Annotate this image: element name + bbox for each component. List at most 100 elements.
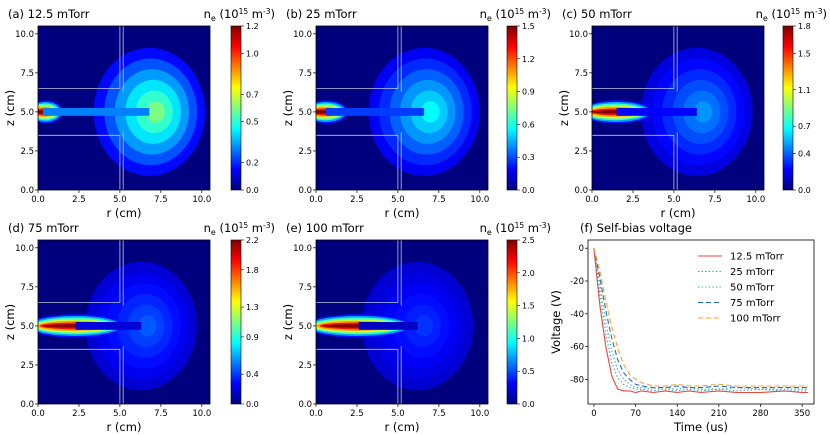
colorbar-tick-label: 1.2 — [246, 22, 259, 31]
x-axis-label: r (cm) — [107, 420, 142, 434]
x-tick-label: 2.5 — [626, 195, 640, 205]
plot-frame — [37, 239, 211, 405]
panel-label: (f) Self-bias voltage — [580, 221, 692, 235]
chamber-contour — [693, 101, 713, 123]
channel-bridge — [358, 322, 418, 330]
y-tick-label: 10.0 — [569, 30, 588, 40]
panel-label: (a) 12.5 mTorr — [8, 7, 90, 21]
x-tick-label: 5.0 — [667, 195, 681, 205]
chamber-contour — [138, 315, 157, 337]
x-tick-label: 7.5 — [708, 195, 722, 205]
x-tick-label: 5.0 — [391, 195, 405, 205]
y-tick-label: 0 — [579, 244, 584, 254]
colorbar-tick-label: 0.9 — [522, 88, 535, 97]
colorbar-tick-label: 1.8 — [798, 22, 811, 31]
colorbar-tick-label: 0.5 — [246, 118, 259, 127]
colorbar-tick-label: 0.0 — [246, 186, 259, 195]
x-tick-label: 350 — [794, 409, 810, 419]
y-tick-label: 2.5 — [298, 147, 312, 157]
x-tick-label: 10.0 — [192, 195, 211, 205]
legend-label: 75 mTorr — [730, 298, 775, 309]
heatmap-panel: 0.0 2.5 5.0 7.5 10.0 0.0 2.5 5.0 7.5 10.0 r (cm) z … — [281, 221, 551, 434]
y-tick-label: 5.0 — [574, 108, 588, 118]
reactor-wall — [38, 134, 121, 190]
panel-label: (d) 75 mTorr — [8, 221, 79, 235]
reactor-wall — [316, 26, 399, 89]
x-axis-label: r (cm) — [385, 420, 420, 434]
chamber-contour — [146, 101, 165, 123]
legend-label: 50 mTorr — [730, 283, 775, 294]
colorbar-tick-label: 0.4 — [246, 370, 259, 379]
y-tick-label: 7.5 — [20, 69, 34, 79]
y-tick-label: 5.0 — [298, 108, 312, 118]
colorbar: 0.0 0.5 1.0 1.5 2.0 2.5ne (1015 m-3) — [480, 221, 551, 409]
reactor-wall — [38, 348, 121, 404]
colorbar-tick-label: 1.5 — [522, 302, 535, 311]
y-tick-label: 2.5 — [20, 147, 34, 157]
heatmap-panel: 0.0 2.5 5.0 7.5 10.0 0.0 2.5 5.0 7.5 10.0 r (cm) z … — [3, 221, 275, 434]
x-tick-label: 210 — [711, 409, 727, 419]
y-tick-label: 0.0 — [20, 400, 34, 410]
y-axis-label: z (cm) — [281, 304, 295, 340]
x-tick-label: 0.0 — [309, 409, 323, 419]
y-tick-label: 0.0 — [298, 400, 312, 410]
colorbar: 0.0 0.3 0.6 0.9 1.2 1.5ne (1015 m-3) — [480, 7, 551, 195]
colorbar-tick-label: 0.7 — [246, 90, 259, 99]
y-tick-label: 10.0 — [293, 244, 312, 254]
colorbar-tick-label: 0.5 — [522, 367, 535, 376]
reactor-wall — [592, 134, 675, 190]
plot-frame — [315, 239, 489, 405]
x-tick-label: 2.5 — [350, 409, 364, 419]
x-tick-label: 2.5 — [350, 195, 364, 205]
y-axis-label: Voltage (V) — [549, 290, 563, 354]
series-line-2 — [593, 248, 809, 390]
colorbar-label: ne (1015 m-3) — [480, 7, 551, 23]
x-tick-label: 0.0 — [31, 409, 45, 419]
colorbar-tick-label: 0.3 — [522, 153, 535, 162]
x-tick-label: 10.0 — [470, 195, 489, 205]
plot-frame — [591, 25, 765, 191]
y-tick-label: 5.0 — [20, 322, 34, 332]
panel-label: (c) 50 mTorr — [562, 7, 632, 21]
channel-bridge — [75, 322, 142, 330]
x-tick-label: 7.5 — [154, 409, 168, 419]
heatmap-panel: 0.0 2.5 5.0 7.5 10.0 0.0 2.5 5.0 7.5 10.0 r (cm) z … — [557, 7, 827, 220]
reactor-wall — [316, 348, 399, 404]
y-tick-label: 0.0 — [20, 186, 34, 196]
colorbar-tick-label: 1.3 — [246, 303, 259, 312]
y-tick-label: 10.0 — [15, 30, 34, 40]
colorbar-gradient — [230, 25, 242, 191]
y-tick-label: -40 — [570, 310, 584, 320]
y-tick-label: 2.5 — [574, 147, 588, 157]
x-tick-label: 7.5 — [432, 409, 446, 419]
channel-bridge — [42, 108, 150, 116]
y-axis-label: z (cm) — [557, 90, 571, 126]
colorbar-tick-label: 0.2 — [246, 159, 259, 168]
line-panel: 0 70 140 210 280 350 0 -20 -40 -60 -80 Time (us) Vol… — [549, 221, 815, 434]
y-tick-label: 7.5 — [574, 69, 588, 79]
y-tick-label: -80 — [570, 375, 584, 385]
y-tick-label: -60 — [570, 343, 584, 353]
x-tick-label: 280 — [752, 409, 768, 419]
chamber-contour — [414, 315, 433, 337]
colorbar-tick-label: 1.0 — [522, 334, 535, 343]
y-tick-label: 7.5 — [298, 283, 312, 293]
x-tick-label: 140 — [669, 409, 685, 419]
y-tick-label: -20 — [570, 277, 584, 287]
colorbar-gradient — [506, 25, 518, 191]
x-tick-label: 10.0 — [746, 195, 765, 205]
x-tick-label: 0.0 — [31, 195, 45, 205]
colorbar-tick-label: 0.4 — [798, 150, 811, 159]
y-tick-label: 0.0 — [298, 186, 312, 196]
x-axis-label: r (cm) — [385, 206, 420, 220]
colorbar-tick-label: 0.0 — [798, 186, 811, 195]
colorbar-tick-label: 1.8 — [246, 266, 259, 275]
x-axis-label: Time (us) — [673, 420, 728, 434]
x-tick-label: 2.5 — [72, 409, 86, 419]
colorbar-tick-label: 0.0 — [522, 186, 535, 195]
channel-bridge — [616, 108, 697, 116]
x-tick-label: 10.0 — [470, 409, 489, 419]
colorbar-tick-label: 0.0 — [246, 400, 259, 409]
legend-label: 25 mTorr — [730, 267, 775, 278]
colorbar-label: ne (1015 m-3) — [756, 7, 827, 23]
